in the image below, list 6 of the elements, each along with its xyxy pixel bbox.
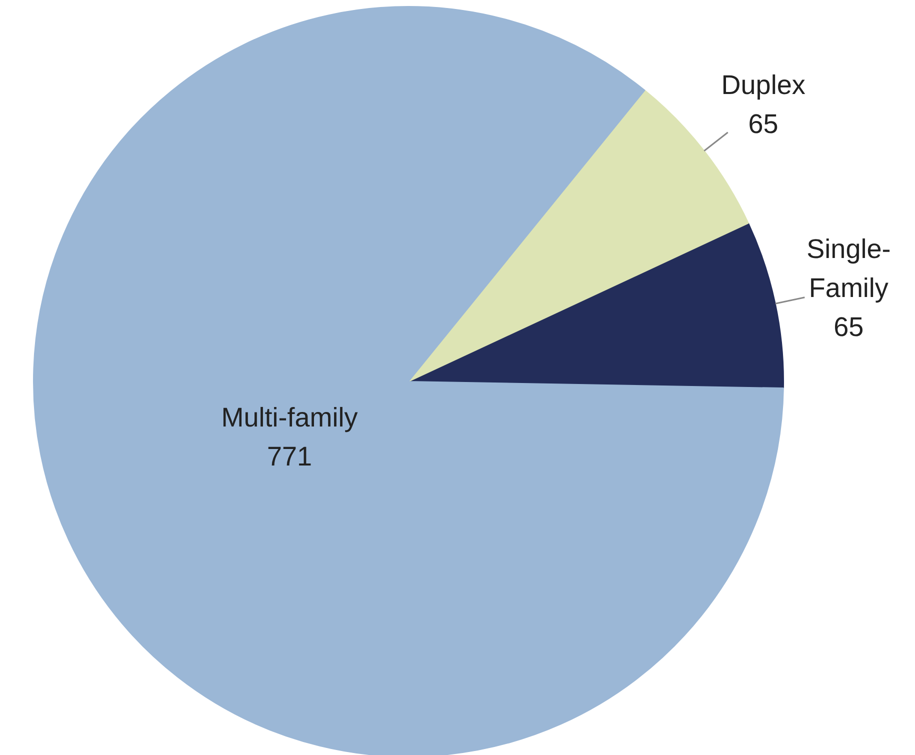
slice-label: Single-Family	[806, 234, 891, 304]
data-label: 771	[266, 441, 312, 472]
slice-label: Duplex	[721, 70, 806, 100]
data-label: 65	[834, 312, 864, 342]
slice-label: Multi-family	[221, 402, 358, 432]
data-label: 65	[748, 109, 778, 140]
